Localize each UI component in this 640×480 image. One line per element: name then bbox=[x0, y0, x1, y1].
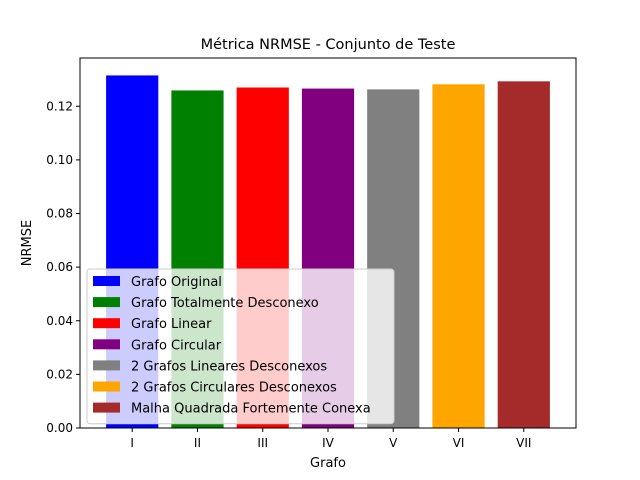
legend-label: 2 Grafos Lineares Desconexos bbox=[131, 359, 327, 374]
x-tick-label: V bbox=[389, 436, 398, 450]
legend-box bbox=[86, 268, 395, 425]
legend: Grafo Original Grafo Totalmente Desconexo… bbox=[86, 268, 395, 425]
x-tick-label: VII bbox=[516, 436, 531, 450]
x-tick-label: VI bbox=[453, 436, 465, 450]
y-tick-label: 0.12 bbox=[46, 99, 73, 113]
legend-swatch bbox=[93, 318, 120, 329]
y-axis-label: NRMSE bbox=[20, 220, 35, 266]
chart-title: Métrica NRMSE - Conjunto de Teste bbox=[201, 37, 456, 53]
bar-VII bbox=[497, 81, 550, 429]
y-tick-label: 0.02 bbox=[46, 367, 73, 381]
bar-VI bbox=[432, 84, 485, 428]
legend-swatch bbox=[93, 381, 120, 392]
x-tick-label: I bbox=[130, 436, 134, 450]
y-tick-label: 0.04 bbox=[46, 314, 73, 328]
legend-label: Grafo Circular bbox=[131, 338, 222, 353]
legend-label: Malha Quadrada Fortemente Conexa bbox=[131, 402, 371, 417]
legend-swatch bbox=[93, 402, 120, 413]
x-tick-label: II bbox=[194, 436, 201, 450]
legend-label: Grafo Linear bbox=[131, 317, 212, 332]
y-tick-label: 0.10 bbox=[46, 153, 73, 167]
y-tick-label: 0.06 bbox=[46, 260, 73, 274]
legend-swatch bbox=[93, 360, 120, 371]
x-tick-label: III bbox=[257, 436, 268, 450]
legend-label: Grafo Totalmente Desconexo bbox=[131, 296, 319, 311]
legend-swatch bbox=[93, 339, 120, 350]
x-axis-label: Grafo bbox=[310, 456, 346, 471]
x-tick-label: IV bbox=[322, 436, 335, 450]
legend-swatch bbox=[93, 297, 120, 308]
x-axis: I II III IV V VI VII bbox=[130, 428, 531, 450]
legend-swatch bbox=[93, 276, 120, 286]
y-tick-label: 0.08 bbox=[46, 207, 73, 221]
y-axis: 0.00 0.02 0.04 0.06 0.08 0.10 0.12 bbox=[46, 99, 80, 435]
y-tick-label: 0.00 bbox=[46, 421, 73, 435]
legend-label: 2 Grafos Circulares Desconexos bbox=[131, 381, 337, 396]
legend-label: Grafo Original bbox=[131, 275, 222, 290]
